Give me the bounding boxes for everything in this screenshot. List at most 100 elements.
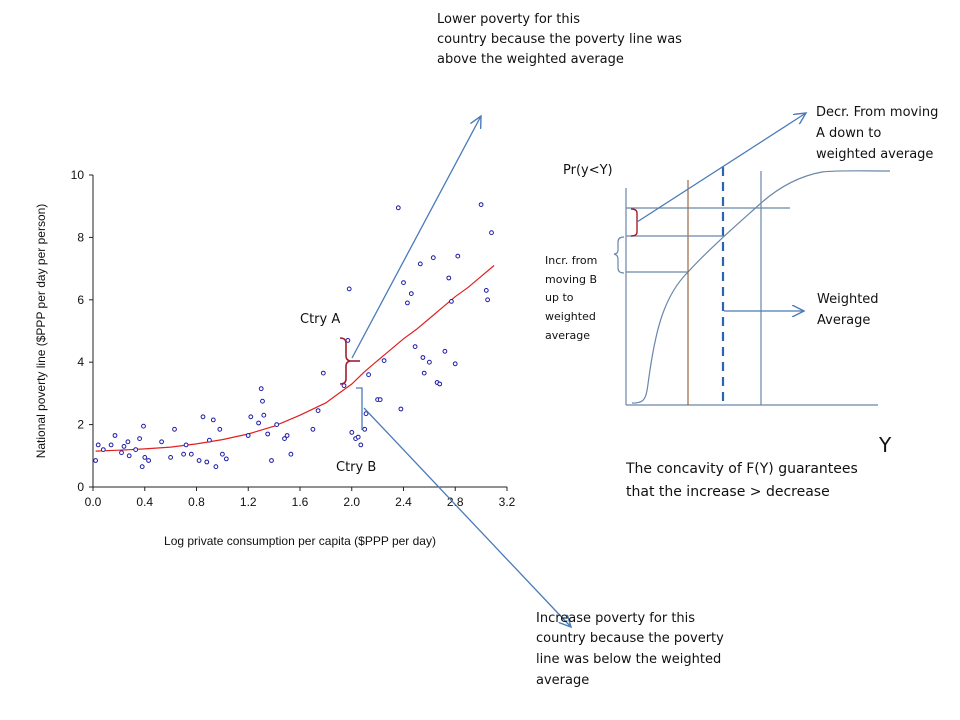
- data-point: [349, 430, 355, 435]
- data-point: [256, 420, 262, 426]
- data-point: [346, 286, 352, 292]
- weighted-average-label: Weighted Average: [817, 292, 883, 328]
- data-point: [119, 450, 124, 456]
- data-point: [417, 261, 423, 267]
- data-point: [381, 358, 387, 364]
- decr-note: Decr. From moving A down to weighted ave…: [816, 105, 942, 162]
- data-point: [430, 255, 436, 261]
- data-point: [362, 426, 368, 432]
- data-point: [412, 344, 418, 350]
- data-point: [442, 348, 448, 354]
- x-ticks: 0.0 0.4 0.8 1.2 1.6 2.0 2.4 2.8 3.2: [85, 487, 516, 509]
- data-point: [183, 442, 189, 448]
- data-point: [137, 436, 143, 442]
- data-point: [284, 433, 290, 438]
- data-point: [223, 456, 229, 462]
- data-point: [146, 458, 152, 463]
- data-point: [401, 280, 406, 286]
- data-point: [363, 411, 369, 417]
- y-tick-label: 6: [77, 293, 84, 307]
- y-axis-label: National poverty line ($PPP per day per …: [34, 204, 48, 459]
- arrow-to-decr-note: [636, 113, 806, 223]
- x-axis-label: Log private consumption per capita ($PPP…: [164, 534, 436, 548]
- ctry-b-bracket: [356, 387, 363, 430]
- x-tick-label: 3.2: [499, 495, 516, 509]
- y-tick-label: 10: [71, 168, 85, 182]
- data-point: [449, 299, 454, 304]
- data-point: [315, 408, 321, 414]
- data-point: [181, 451, 187, 457]
- data-point: [446, 275, 452, 281]
- data-point: [483, 288, 489, 293]
- data-point: [168, 455, 174, 460]
- increase-poverty-note: Increase poverty for this country becaus…: [536, 611, 728, 688]
- data-point: [478, 202, 484, 208]
- x-tick-label: 1.2: [240, 495, 257, 509]
- data-point: [213, 464, 219, 470]
- data-point: [126, 453, 132, 459]
- data-point: [220, 451, 225, 457]
- fit-curve: [95, 265, 495, 452]
- data-point: [100, 447, 106, 453]
- lower-poverty-note: Lower poverty for this country because t…: [437, 12, 686, 67]
- arrow-to-lower-poverty-note: [351, 116, 481, 359]
- data-point: [358, 442, 364, 448]
- data-point: [408, 291, 414, 297]
- data-point: [258, 386, 264, 392]
- data-point: [455, 253, 461, 259]
- data-point: [437, 381, 443, 387]
- ctry-a-brace: [339, 337, 351, 385]
- y-tick-label: 4: [77, 355, 84, 369]
- data-point: [217, 426, 223, 432]
- data-point: [159, 439, 165, 445]
- cdf-diagram: Pr(y<Y) Y Decr. From moving A down to we…: [545, 105, 942, 500]
- data-point: [139, 464, 145, 470]
- data-point: [204, 459, 210, 465]
- data-point: [489, 230, 494, 236]
- data-point: [355, 434, 361, 440]
- data-point: [245, 433, 251, 438]
- data-point: [395, 205, 401, 211]
- data-point: [210, 417, 216, 423]
- data-point: [207, 437, 212, 443]
- data-point: [196, 458, 202, 463]
- scatter-plot: 0.0 0.4 0.8 1.2 1.6 2.0 2.4 2.8 3.2 0 2 4 6 8 10 Log …: [34, 116, 571, 627]
- data-point: [452, 361, 458, 367]
- decr-brace: [630, 208, 638, 237]
- arrow-to-increase-poverty-note: [363, 407, 571, 627]
- data-point: [485, 297, 491, 303]
- data-point: [95, 442, 101, 448]
- cdf-x-label: Y: [878, 433, 892, 457]
- data-point: [398, 406, 404, 412]
- data-point: [248, 414, 254, 420]
- data-point: [172, 426, 177, 432]
- y-tick-label: 0: [77, 480, 84, 494]
- data-point: [142, 455, 148, 460]
- concavity-note: The concavity of F(Y) guarantees that th…: [625, 461, 862, 500]
- data-point: [188, 451, 194, 457]
- data-point: [93, 458, 98, 463]
- data-point: [121, 444, 127, 449]
- data-point: [421, 370, 427, 376]
- incr-brace: [613, 236, 625, 274]
- ctry-a-label: Ctry A: [300, 312, 340, 327]
- data-point: [261, 412, 267, 418]
- data-point: [200, 414, 206, 420]
- data-point: [288, 451, 294, 457]
- data-point: [125, 439, 131, 445]
- cdf-curve: [631, 170, 891, 404]
- data-point: [366, 372, 372, 378]
- data-point: [260, 398, 265, 404]
- y-tick-label: 8: [77, 230, 84, 244]
- cdf-y-label: Pr(y<Y): [563, 163, 613, 178]
- data-point: [405, 300, 410, 306]
- data-point: [133, 447, 139, 453]
- x-tick-label: 2.0: [343, 495, 360, 509]
- x-tick-label: 2.4: [395, 495, 412, 509]
- data-point: [265, 431, 271, 437]
- x-tick-label: 0.0: [85, 495, 102, 509]
- data-point: [320, 370, 326, 376]
- x-tick-label: 1.6: [292, 495, 309, 509]
- y-tick-label: 2: [77, 418, 84, 432]
